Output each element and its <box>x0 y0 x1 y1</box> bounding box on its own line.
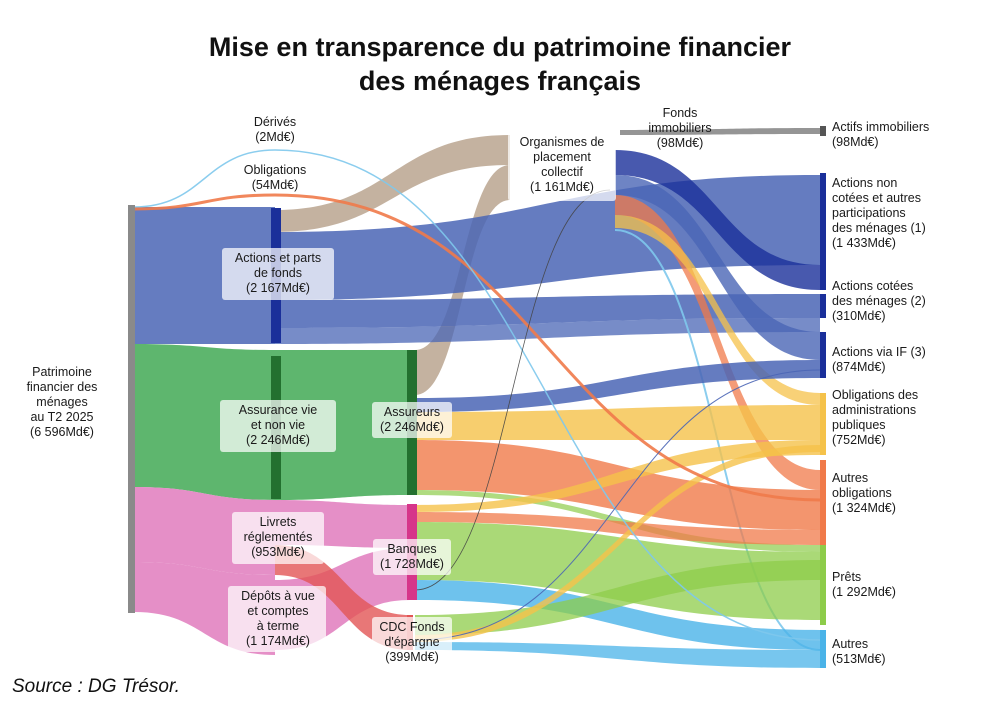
node-label-cdc: CDC Fonds d'épargne (399Md€) <box>372 617 452 669</box>
svg-text:Banques(1 728Md€): Banques (1 728Md€) <box>380 542 444 571</box>
node-label-derives: Dérivés (2Md€) <box>254 115 296 144</box>
flow-assurance-to-assureurs <box>275 350 410 500</box>
node-label-depots: Dépôts à vue et comptes à terme (1 174Md€) <box>228 586 326 652</box>
flow-root-to-derives <box>133 149 276 208</box>
node-label-box <box>373 539 451 575</box>
flow-banques-to-autres-oblig <box>415 512 820 545</box>
chart-title-line-1: Mise en transparence du patrimoine finan… <box>208 32 792 62</box>
flow-root-to-actions <box>134 207 275 344</box>
flow-actions-to-actions-if <box>275 318 820 344</box>
node-label-box <box>372 402 452 438</box>
node-label-box <box>220 400 336 452</box>
node-bar-root <box>128 205 135 613</box>
node-label-box <box>508 133 616 201</box>
node-bar-autres <box>820 630 826 668</box>
node-label-actions-parts: Actions et parts de fonds (2 167Md€) <box>222 248 334 300</box>
svg-text:Autres(513Md€): Autres (513Md€) <box>832 637 886 666</box>
node-label-opc: Organismes de placement collectif (1 161Md€… <box>508 133 616 201</box>
node-label-actifs-immo: Actifs immobiliers (98Md€) <box>832 120 929 149</box>
node-label-autres: Autres (513Md€) <box>832 637 886 666</box>
flow-opc-to-oblig-admin <box>615 215 820 405</box>
node-label-fonds-immo: Fonds immobiliers (98Md€) <box>648 106 711 150</box>
svg-text:Obligations(54Md€): Obligations (54Md€) <box>244 163 307 192</box>
source-note: Source : DG Trésor. <box>12 676 180 697</box>
node-bar-actifs-immo <box>820 126 826 136</box>
flow-opc-to-actions-non-cotees <box>615 150 820 290</box>
flow-assureurs-to-oblig-admin <box>415 405 820 440</box>
flow-root-to-obligations <box>133 193 276 211</box>
node-label-box <box>372 617 452 669</box>
chart-title: Mise en transparence du patrimoine finan… <box>0 30 1000 98</box>
flow-obligations-to-autres-oblig <box>274 193 821 502</box>
flow-banques-to-oblig-admin <box>415 440 820 512</box>
flow-assureurs-to-autres-oblig <box>415 440 820 530</box>
svg-text:Actifs immobiliers(98Md€): Actifs immobiliers (98Md€) <box>832 120 929 149</box>
flow-opc-to-actifs-immo <box>620 128 820 135</box>
svg-text:Prêts(1 292Md€): Prêts (1 292Md€) <box>832 570 896 599</box>
flow-actions-to-actions-cotees <box>275 294 820 328</box>
node-label-actions-if: Actions via IF (3) (874Md€) <box>832 345 926 374</box>
flow-banques-to-prets <box>415 522 820 620</box>
flow-derives-to-autres <box>274 149 821 641</box>
svg-text:Actions via IF (3)(874Md€): Actions via IF (3) (874Md€) <box>832 345 926 374</box>
node-bar-prets <box>820 545 826 625</box>
flow-actions-to-actions-non-cotees <box>275 175 820 300</box>
flow-cdc-to-actions-if <box>414 369 821 641</box>
node-bar-actions-cotees <box>820 294 826 318</box>
node-label-banques: Banques (1 728Md€) <box>373 539 451 575</box>
chart-title-line-2: des ménages français <box>358 66 642 96</box>
sankey-flows <box>133 128 821 668</box>
node-bar-oblig-admin <box>820 393 826 455</box>
node-label-assureurs: Assureurs (2 246Md€) <box>372 402 452 438</box>
node-label-oblig-admin: Obligations des administrations publiques(… <box>832 388 918 447</box>
node-bar-actions-if <box>820 332 826 378</box>
flow-actions-to-opc <box>275 135 510 232</box>
svg-text:Dérivés(2Md€): Dérivés (2Md€) <box>254 115 296 144</box>
svg-text:Assureurs(2 246Md€): Assureurs (2 246Md€) <box>380 405 444 434</box>
flow-opc-to-actions-if <box>615 175 820 360</box>
flow-cdc-to-oblig-admin <box>415 445 820 642</box>
node-label-autres-oblig: Autres obligations (1 324Md€) <box>832 471 896 515</box>
node-label-box <box>232 512 324 564</box>
node-bar-autres-oblig <box>820 460 826 545</box>
flow-root-to-assurance <box>134 344 275 500</box>
node-label-box <box>228 586 326 652</box>
node-label-livrets: Livrets réglementés (953Md€) <box>232 512 324 564</box>
flow-cdc-to-autres <box>415 642 820 668</box>
sankey-labels: Patrimoine financier des ménages au T2 2025… <box>27 106 929 669</box>
flow-banques-to-autres <box>415 580 820 650</box>
node-bar-actions-non-cotees <box>820 173 826 290</box>
flow-assureurs-to-actions-if <box>415 360 820 412</box>
node-label-obligations: Obligations (54Md€) <box>244 163 307 192</box>
node-label-root: Patrimoine financier des ménages au T2 2025… <box>27 365 98 439</box>
flow-opc-to-autres-oblig <box>615 195 820 490</box>
node-label-box <box>222 248 334 300</box>
node-label-prets: Prêts (1 292Md€) <box>832 570 896 599</box>
node-label-actions-cotees: Actions cotées des ménages (2) (310Md€) <box>832 279 926 323</box>
node-label-actions-non-cotees: Actions non cotées et autres participation… <box>832 176 926 250</box>
node-label-assurance-vie: Assurance vie et non vie (2 246Md€) <box>220 400 336 452</box>
